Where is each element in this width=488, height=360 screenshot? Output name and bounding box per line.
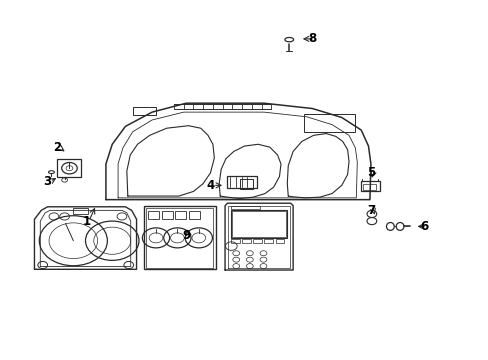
Bar <box>162 211 172 219</box>
Text: 4: 4 <box>206 179 214 192</box>
Bar <box>232 211 285 237</box>
Text: 2: 2 <box>53 141 61 154</box>
Bar <box>363 184 375 190</box>
Bar <box>230 239 239 243</box>
Text: 1: 1 <box>82 215 90 228</box>
Bar <box>227 176 256 188</box>
Text: 9: 9 <box>182 229 190 242</box>
Bar <box>143 206 215 269</box>
Bar <box>230 210 287 238</box>
Bar <box>148 211 159 219</box>
Bar <box>264 239 273 243</box>
Bar <box>57 159 81 177</box>
Text: 3: 3 <box>43 175 52 188</box>
Bar <box>242 239 250 243</box>
Bar <box>230 206 260 209</box>
Bar <box>73 208 88 214</box>
Bar <box>132 107 156 115</box>
Text: 7: 7 <box>366 204 374 217</box>
Bar <box>303 114 354 132</box>
Bar <box>175 211 186 219</box>
Text: 5: 5 <box>366 166 374 179</box>
Bar <box>239 179 253 189</box>
Text: 8: 8 <box>308 32 316 45</box>
Bar <box>189 211 200 219</box>
Text: 6: 6 <box>419 220 427 233</box>
Bar <box>253 239 262 243</box>
Bar <box>146 207 213 267</box>
Bar <box>361 181 379 192</box>
Bar <box>275 239 284 243</box>
